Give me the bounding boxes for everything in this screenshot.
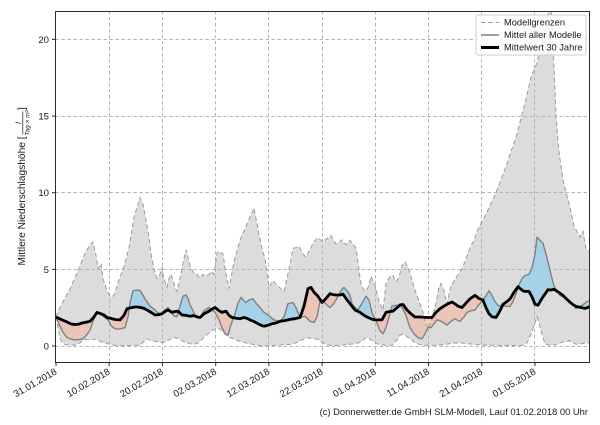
svg-text:]: ] bbox=[17, 107, 28, 110]
svg-text:Mittel aller Modelle: Mittel aller Modelle bbox=[504, 30, 582, 40]
svg-text:10: 10 bbox=[38, 188, 49, 199]
svg-text:Mittlere Niederschlagshöhe [: Mittlere Niederschlagshöhe [ bbox=[17, 136, 28, 265]
svg-text:5: 5 bbox=[44, 265, 49, 276]
svg-text:(c) Donnerwetter.de GmbH SLM-M: (c) Donnerwetter.de GmbH SLM-Modell, Lau… bbox=[320, 406, 588, 417]
svg-text:l: l bbox=[14, 122, 23, 124]
svg-text:0: 0 bbox=[44, 341, 49, 352]
svg-text:Mittelwert 30 Jahre: Mittelwert 30 Jahre bbox=[504, 43, 583, 53]
svg-text:Modellgrenzen: Modellgrenzen bbox=[504, 18, 565, 28]
svg-text:15: 15 bbox=[38, 112, 49, 123]
svg-text:Tag × m²: Tag × m² bbox=[25, 109, 32, 135]
svg-text:20: 20 bbox=[38, 35, 49, 46]
